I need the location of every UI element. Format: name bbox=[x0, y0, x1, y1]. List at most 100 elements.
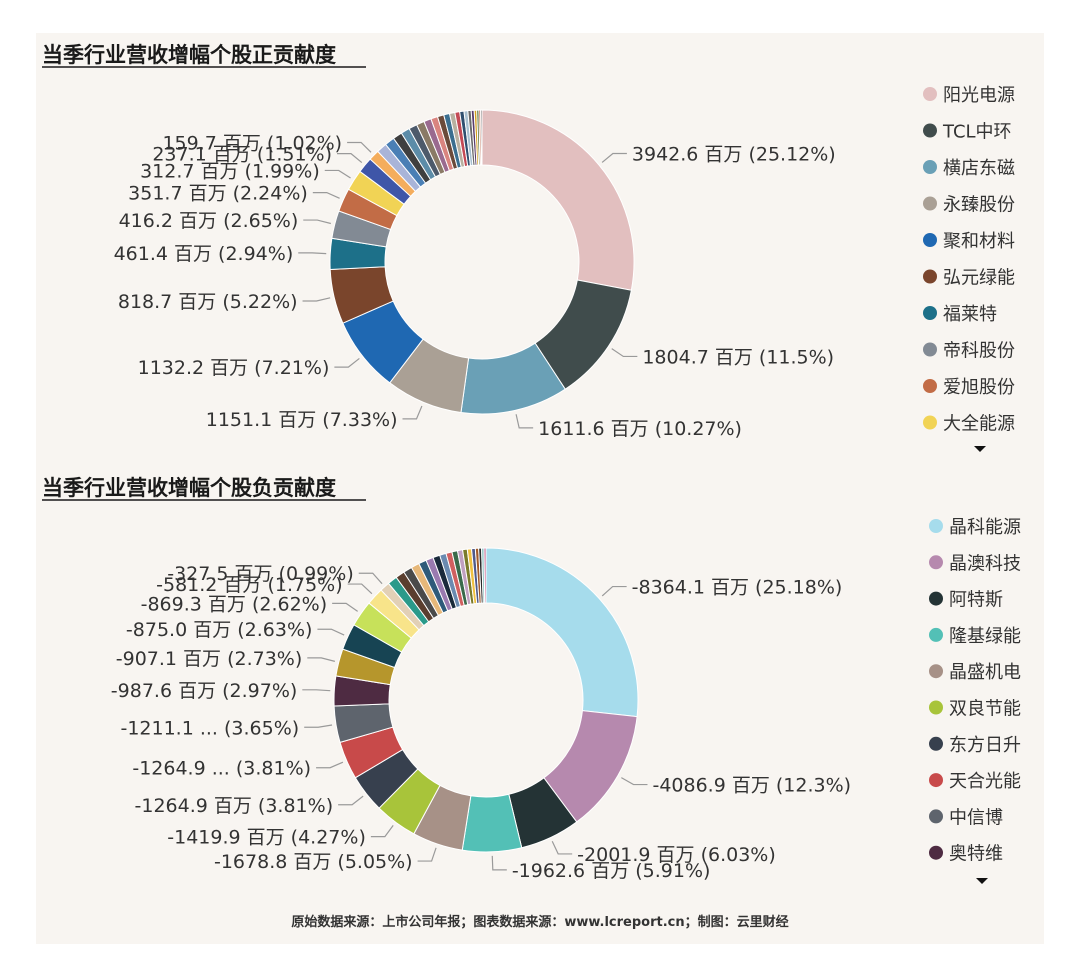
legend-item-label[interactable]: 爱旭股份 bbox=[943, 377, 1015, 398]
legend-swatch[interactable] bbox=[929, 845, 943, 860]
pie-data-label: 1151.1 百万 (7.33%) bbox=[206, 409, 398, 431]
legend-swatch[interactable] bbox=[929, 627, 943, 642]
pie-data-label: 312.7 百万 (1.99%) bbox=[140, 160, 320, 182]
pie-label-leader bbox=[370, 825, 394, 838]
legend-item-label[interactable]: 福莱特 bbox=[943, 304, 997, 325]
chart-title-negative: 当季行业营收增幅个股负贡献度 bbox=[42, 476, 336, 500]
pie-label-leader bbox=[338, 795, 364, 806]
pie-label-leader bbox=[302, 297, 331, 302]
pie-label-leader bbox=[347, 583, 373, 595]
legend-swatch[interactable] bbox=[929, 773, 943, 788]
pie-data-label: 818.7 百万 (5.22%) bbox=[118, 291, 298, 313]
pie-slice[interactable] bbox=[481, 109, 635, 291]
pie-label-leader bbox=[551, 840, 573, 855]
legend-swatch[interactable] bbox=[923, 160, 937, 174]
pie-label-leader bbox=[347, 141, 372, 153]
pie-label-leader bbox=[332, 602, 358, 612]
pie-data-label: 3942.6 百万 (25.12%) bbox=[632, 144, 836, 166]
pie-label-leader bbox=[337, 153, 363, 164]
pie-label-leader bbox=[621, 777, 648, 786]
legend-swatch[interactable] bbox=[923, 123, 937, 138]
legend-swatch[interactable] bbox=[923, 415, 937, 430]
legend-swatch[interactable] bbox=[923, 196, 937, 211]
pie-label-leader bbox=[324, 169, 351, 179]
legend-swatch[interactable] bbox=[929, 664, 943, 679]
pie-data-label: 1611.6 百万 (10.27%) bbox=[538, 418, 742, 440]
legend-swatch[interactable] bbox=[929, 736, 943, 751]
source-note: 原始数据来源：上市公司年报；图表数据来源：www.lcreport.cn；制图：… bbox=[291, 914, 788, 930]
legend-item-label[interactable]: 晶盛机电 bbox=[949, 662, 1021, 683]
legend-item-label[interactable]: TCL中环 bbox=[942, 122, 1012, 143]
pie-label-leader bbox=[491, 855, 507, 871]
donut-chart-positive: 3942.6 百万 (25.12%) 1804.7 百万 (11.5%) 1611.… bbox=[114, 109, 836, 440]
pie-label-leader bbox=[316, 761, 344, 769]
pie-label-leader bbox=[601, 585, 627, 597]
legend-item-label[interactable]: 聚和材料 bbox=[943, 231, 1015, 252]
legend-positive-scroll-down-icon[interactable] bbox=[974, 446, 986, 452]
legend-item-label[interactable]: 永臻股份 bbox=[943, 195, 1015, 216]
legend-item-label[interactable]: 天合光能 bbox=[949, 771, 1021, 792]
pie-data-label: -907.1 百万 (2.73%) bbox=[116, 648, 303, 670]
pie-slice[interactable] bbox=[485, 547, 639, 718]
pie-label-leader bbox=[334, 357, 360, 368]
legend-swatch[interactable] bbox=[929, 519, 943, 533]
pie-slice[interactable] bbox=[483, 547, 487, 604]
pie-data-label: -2001.9 百万 (6.03%) bbox=[577, 844, 776, 866]
legend-item-label[interactable]: 东方日升 bbox=[949, 735, 1021, 756]
pie-label-leader bbox=[312, 192, 340, 199]
legend-item-label[interactable]: 晶澳科技 bbox=[949, 553, 1021, 574]
pie-label-leader bbox=[417, 847, 437, 862]
legend-swatch[interactable] bbox=[923, 379, 937, 393]
pie-label-leader bbox=[302, 689, 331, 692]
legend-swatch[interactable] bbox=[923, 233, 937, 247]
legend-swatch[interactable] bbox=[923, 269, 937, 284]
chart-title-positive: 当季行业营收增幅个股正贡献度 bbox=[42, 43, 336, 67]
legend-item-label[interactable]: 帝科股份 bbox=[943, 341, 1015, 362]
legend-negative-scroll-down-icon[interactable] bbox=[976, 878, 988, 884]
legend-swatch[interactable] bbox=[923, 342, 937, 357]
legend-swatch[interactable] bbox=[923, 306, 937, 320]
pie-data-label: 159.7 百万 (1.02%) bbox=[162, 132, 342, 154]
pie-data-label: -1419.9 百万 (4.27%) bbox=[167, 827, 366, 849]
pie-data-label: -1962.6 百万 (5.91%) bbox=[512, 860, 711, 882]
pie-data-label: -869.3 百万 (2.62%) bbox=[141, 593, 328, 615]
legend-item-label[interactable]: 中信博 bbox=[949, 807, 1003, 828]
pie-data-label: -581.2 百万 (1.75%) bbox=[156, 574, 343, 596]
legend-item-label[interactable]: 大全能源 bbox=[943, 414, 1015, 435]
pie-data-label: 237.1 百万 (1.51%) bbox=[152, 144, 332, 166]
pie-label-leader bbox=[515, 414, 534, 429]
legend-swatch[interactable] bbox=[929, 591, 943, 606]
pie-label-leader bbox=[303, 219, 331, 225]
pie-slice[interactable] bbox=[480, 109, 483, 166]
legend-item-label[interactable]: 阳光电源 bbox=[943, 85, 1015, 106]
legend-item-label[interactable]: 弘元绿能 bbox=[943, 268, 1015, 289]
legend-item-label[interactable]: 阿特斯 bbox=[949, 590, 1003, 611]
pie-label-leader bbox=[611, 348, 638, 358]
pie-label-leader bbox=[298, 252, 327, 255]
legend-item-label[interactable]: 横店东磁 bbox=[943, 158, 1015, 179]
legend-swatch[interactable] bbox=[929, 555, 943, 570]
legend-swatch[interactable] bbox=[929, 700, 943, 715]
legend-swatch[interactable] bbox=[929, 809, 943, 824]
pie-data-label: -987.6 百万 (2.97%) bbox=[111, 680, 298, 702]
pie-label-leader bbox=[402, 405, 423, 420]
pie-data-label: 351.7 百万 (2.24%) bbox=[128, 183, 308, 205]
donut-chart-negative: -8364.1 百万 (25.18%) -4086.9 百万 (12.3%) -20… bbox=[111, 547, 851, 882]
pie-data-label: 416.2 百万 (2.65%) bbox=[119, 210, 299, 232]
pie-label-leader bbox=[358, 572, 383, 585]
legend-item-label[interactable]: 晶科能源 bbox=[949, 517, 1021, 538]
pie-data-label: -4086.9 百万 (12.3%) bbox=[652, 775, 851, 797]
legend-item-label[interactable]: 双良节能 bbox=[949, 699, 1021, 720]
legend-swatch[interactable] bbox=[923, 87, 937, 101]
pie-data-label: -327.5 百万 (0.99%) bbox=[167, 563, 354, 585]
pie-label-leader bbox=[304, 724, 333, 728]
legend-item-label[interactable]: 奥特维 bbox=[949, 844, 1003, 865]
legend-item-label[interactable]: 隆基绿能 bbox=[949, 626, 1021, 647]
pie-data-label: -8364.1 百万 (25.18%) bbox=[632, 577, 843, 599]
pie-data-label: -875.0 百万 (2.63%) bbox=[126, 619, 313, 641]
pie-data-label: 461.4 百万 (2.94%) bbox=[114, 243, 294, 265]
pie-data-label: -1264.9 百万 (3.81%) bbox=[135, 795, 334, 817]
pie-data-label: -1678.8 百万 (5.05%) bbox=[214, 851, 413, 873]
